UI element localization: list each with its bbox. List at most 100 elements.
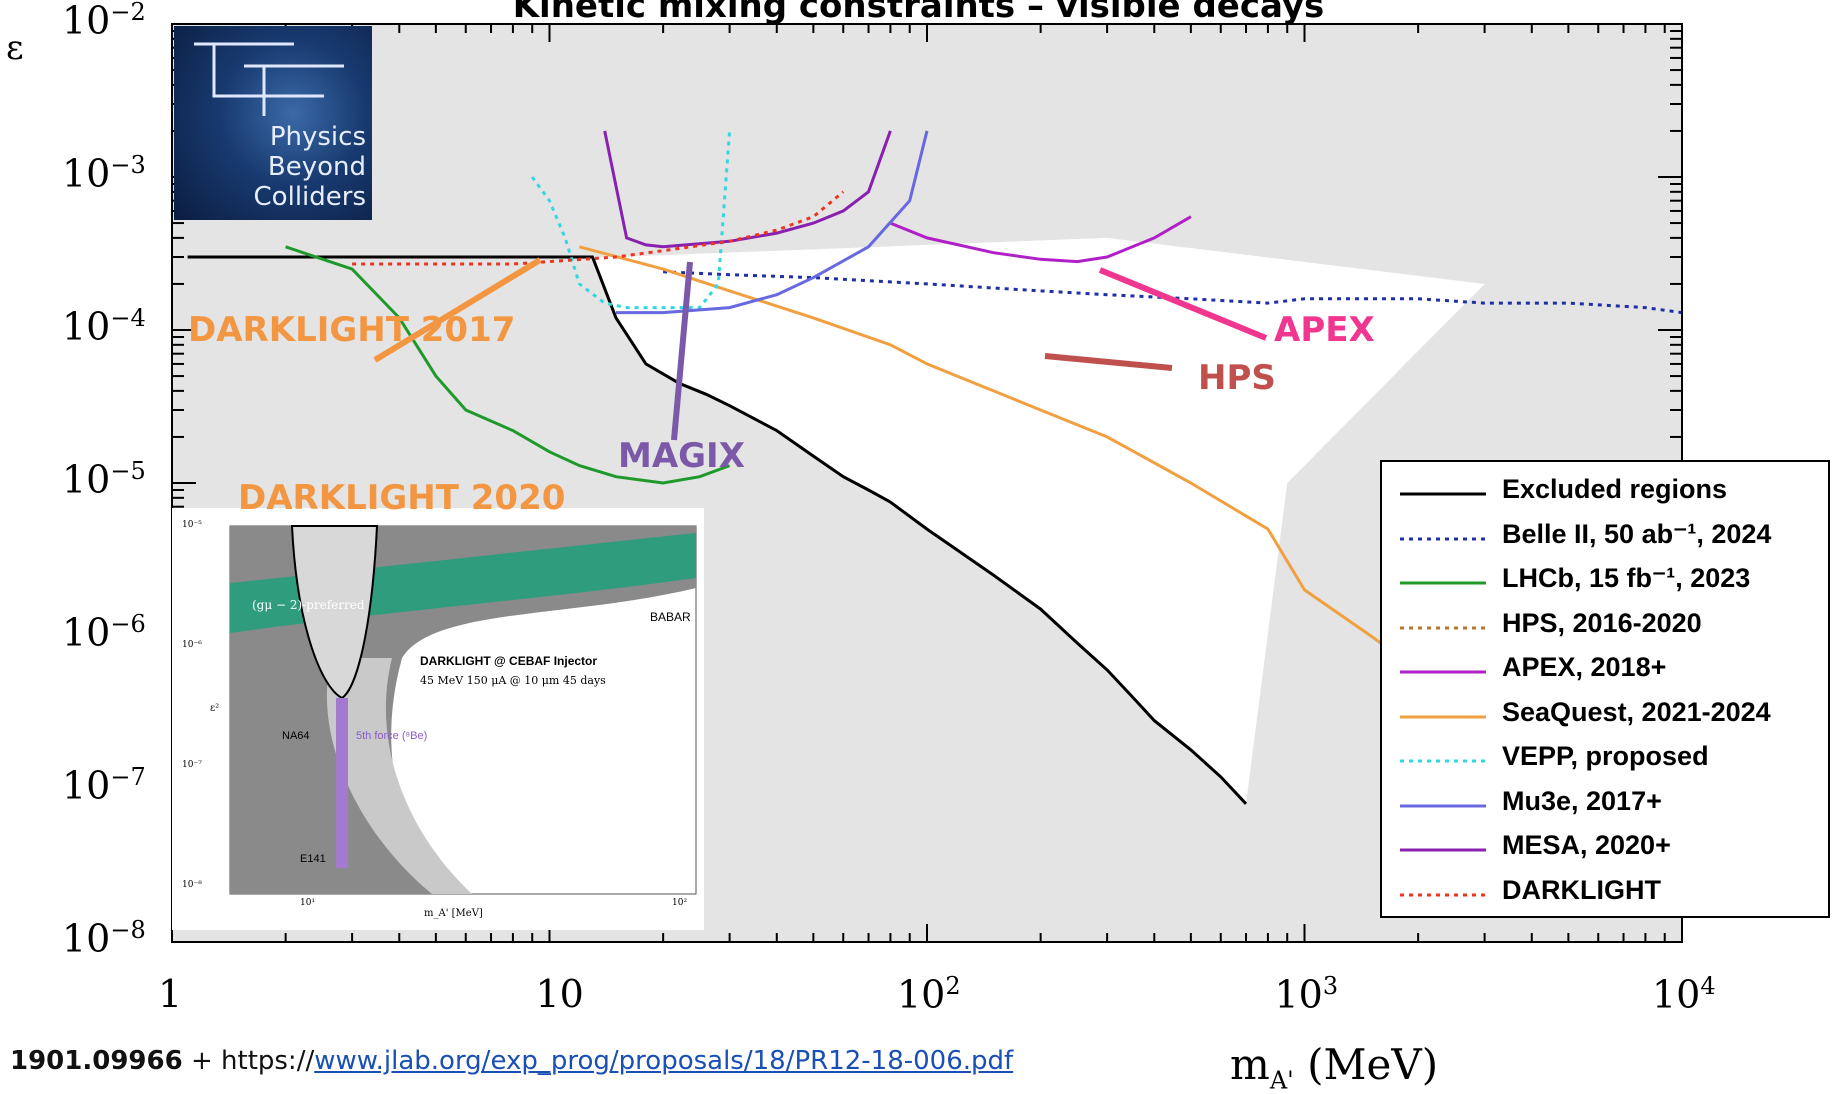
inset-x-axis-label: m_A' [MeV] [424, 908, 483, 919]
inset-y-axis-label: ε² [210, 703, 220, 714]
inset-ytick-1: 10⁻⁵ [182, 520, 202, 530]
series-line-mesa [603, 130, 892, 249]
source-citation: 1901.09966 + https://www.jlab.org/exp_pr… [10, 1046, 1013, 1076]
legend-label: VEPP, proposed [1502, 741, 1709, 771]
y-tick-label: 10−7 [62, 763, 146, 808]
annotation-pointer [373, 257, 542, 363]
y-tick-label: 10−8 [62, 916, 146, 961]
x-tick-base: 10 [535, 972, 584, 1016]
annotation-pointer [1098, 267, 1268, 341]
annotation-pointer [1044, 353, 1173, 371]
legend-entry: Excluded regions [1382, 472, 1828, 516]
x-tick-label: 10 [536, 972, 584, 1016]
series-line-apex [889, 215, 1192, 264]
y-tick-label: 10−5 [62, 457, 146, 502]
logo-line-3: Colliders [253, 182, 366, 212]
legend-label: Excluded regions [1502, 474, 1728, 504]
y-tick-base: 10 [62, 0, 111, 43]
logo-line-1: Physics [269, 122, 366, 152]
legend: Excluded regions Belle II, 50 ab⁻¹, 2024 L… [1380, 460, 1830, 918]
x-tick-base: 10 [1652, 972, 1701, 1017]
source-link[interactable]: www.jlab.org/exp_prog/proposals/18/PR12-… [314, 1046, 1014, 1076]
y-tick-exp: −6 [110, 610, 146, 638]
source-plus: + https:// [182, 1046, 315, 1076]
legend-swatch [1400, 537, 1486, 540]
pbc-logo: Physics Beyond Colliders [174, 26, 372, 220]
x-axis-label: mA' (MeV) [1230, 1040, 1438, 1094]
y-tick-base: 10 [62, 457, 111, 502]
legend-entry: LHCb, 15 fb⁻¹, 2023 [1382, 561, 1828, 605]
legend-label: Belle II, 50 ab⁻¹, 2024 [1502, 518, 1772, 549]
inset-xtick-2: 10² [672, 898, 688, 908]
legend-swatch [1400, 715, 1486, 718]
series-line-seaquest [579, 245, 1419, 672]
legend-entry: SeaQuest, 2021-2024 [1382, 695, 1828, 739]
x-axis-symbol: m [1230, 1040, 1270, 1089]
inset-na64-label: NA64 [282, 730, 310, 742]
inset-ytick-3: 10⁻⁷ [182, 760, 202, 770]
y-tick-exp: −8 [110, 916, 146, 944]
y-tick-exp: −7 [110, 763, 146, 791]
annotation-label: DARKLIGHT 2020 [238, 478, 566, 518]
x-tick-base: 1 [158, 972, 183, 1016]
allowed-region [187, 237, 1485, 804]
y-tick-label: 10−4 [62, 304, 146, 349]
y-axis-label: ε [6, 28, 24, 68]
x-tick-base: 10 [1274, 972, 1323, 1017]
annotation-pointer [671, 261, 693, 441]
y-tick-base: 10 [62, 610, 111, 655]
legend-swatch [1400, 804, 1486, 807]
inset-babar-label: BABAR [650, 610, 691, 624]
inset-e141-label: E141 [300, 853, 326, 865]
y-tick-exp: −3 [110, 151, 146, 179]
inset-fifth-force-label: 5th force (⁸Be) [356, 730, 428, 742]
x-tick-label: 1 [158, 972, 182, 1016]
y-tick-base: 10 [62, 763, 111, 808]
x-tick-base: 10 [897, 972, 946, 1017]
legend-label: APEX, 2018+ [1502, 652, 1667, 682]
source-arxiv-id: 1901.09966 [10, 1046, 183, 1076]
y-tick-label: 10−2 [62, 0, 146, 43]
logo-lines-icon [194, 42, 344, 116]
x-tick-exp: 3 [1322, 972, 1339, 1000]
inset-params-label: 45 MeV 150 μA @ 10 μm 45 days [420, 674, 606, 687]
legend-swatch [1400, 759, 1486, 763]
x-tick-label: 104 [1652, 972, 1716, 1017]
x-axis-subscript: A' [1269, 1066, 1294, 1094]
legend-swatch [1400, 581, 1486, 585]
legend-label: DARKLIGHT [1502, 874, 1661, 905]
y-tick-base: 10 [62, 304, 111, 349]
legend-entry: HPS, 2016-2020 [1382, 606, 1828, 650]
logo-line-2: Beyond [267, 152, 366, 182]
x-axis-unit: (MeV) [1307, 1040, 1439, 1089]
y-tick-exp: −5 [110, 457, 146, 485]
legend-swatch [1400, 893, 1486, 896]
y-tick-exp: −4 [110, 304, 146, 332]
darklight-inset-plot: (gμ − 2)-preferred BABAR DARKLIGHT @ CEB… [172, 508, 704, 930]
y-tick-exp: −2 [110, 0, 146, 26]
legend-label: MESA, 2020+ [1502, 830, 1671, 860]
series-line-belle [663, 270, 1682, 315]
legend-label: LHCb, 15 fb⁻¹, 2023 [1502, 563, 1751, 593]
annotation-label: MAGIX [618, 436, 745, 476]
legend-entry: VEPP, proposed [1382, 739, 1828, 783]
legend-swatch [1400, 492, 1486, 496]
series-line-lhcb [285, 245, 731, 485]
annotation-label: DARKLIGHT 2017 [188, 310, 516, 350]
x-tick-label: 103 [1275, 972, 1339, 1017]
series-line-excluded [187, 255, 1248, 805]
legend-label: SeaQuest, 2021-2024 [1502, 696, 1771, 727]
legend-swatch [1400, 670, 1486, 674]
legend-label: Mu3e, 2017+ [1502, 785, 1662, 816]
annotation-label: HPS [1198, 358, 1276, 398]
inset-darklight-label: DARKLIGHT @ CEBAF Injector [420, 654, 598, 668]
legend-swatch [1400, 626, 1486, 629]
x-tick-label: 102 [897, 972, 961, 1017]
inset-preferred-label: (gμ − 2)-preferred [252, 598, 365, 612]
legend-entry: MESA, 2020+ [1382, 828, 1828, 872]
inset-xtick-1: 10¹ [300, 898, 316, 908]
y-tick-base: 10 [62, 916, 111, 961]
y-tick-base: 10 [62, 151, 111, 196]
x-tick-exp: 2 [945, 972, 961, 1000]
